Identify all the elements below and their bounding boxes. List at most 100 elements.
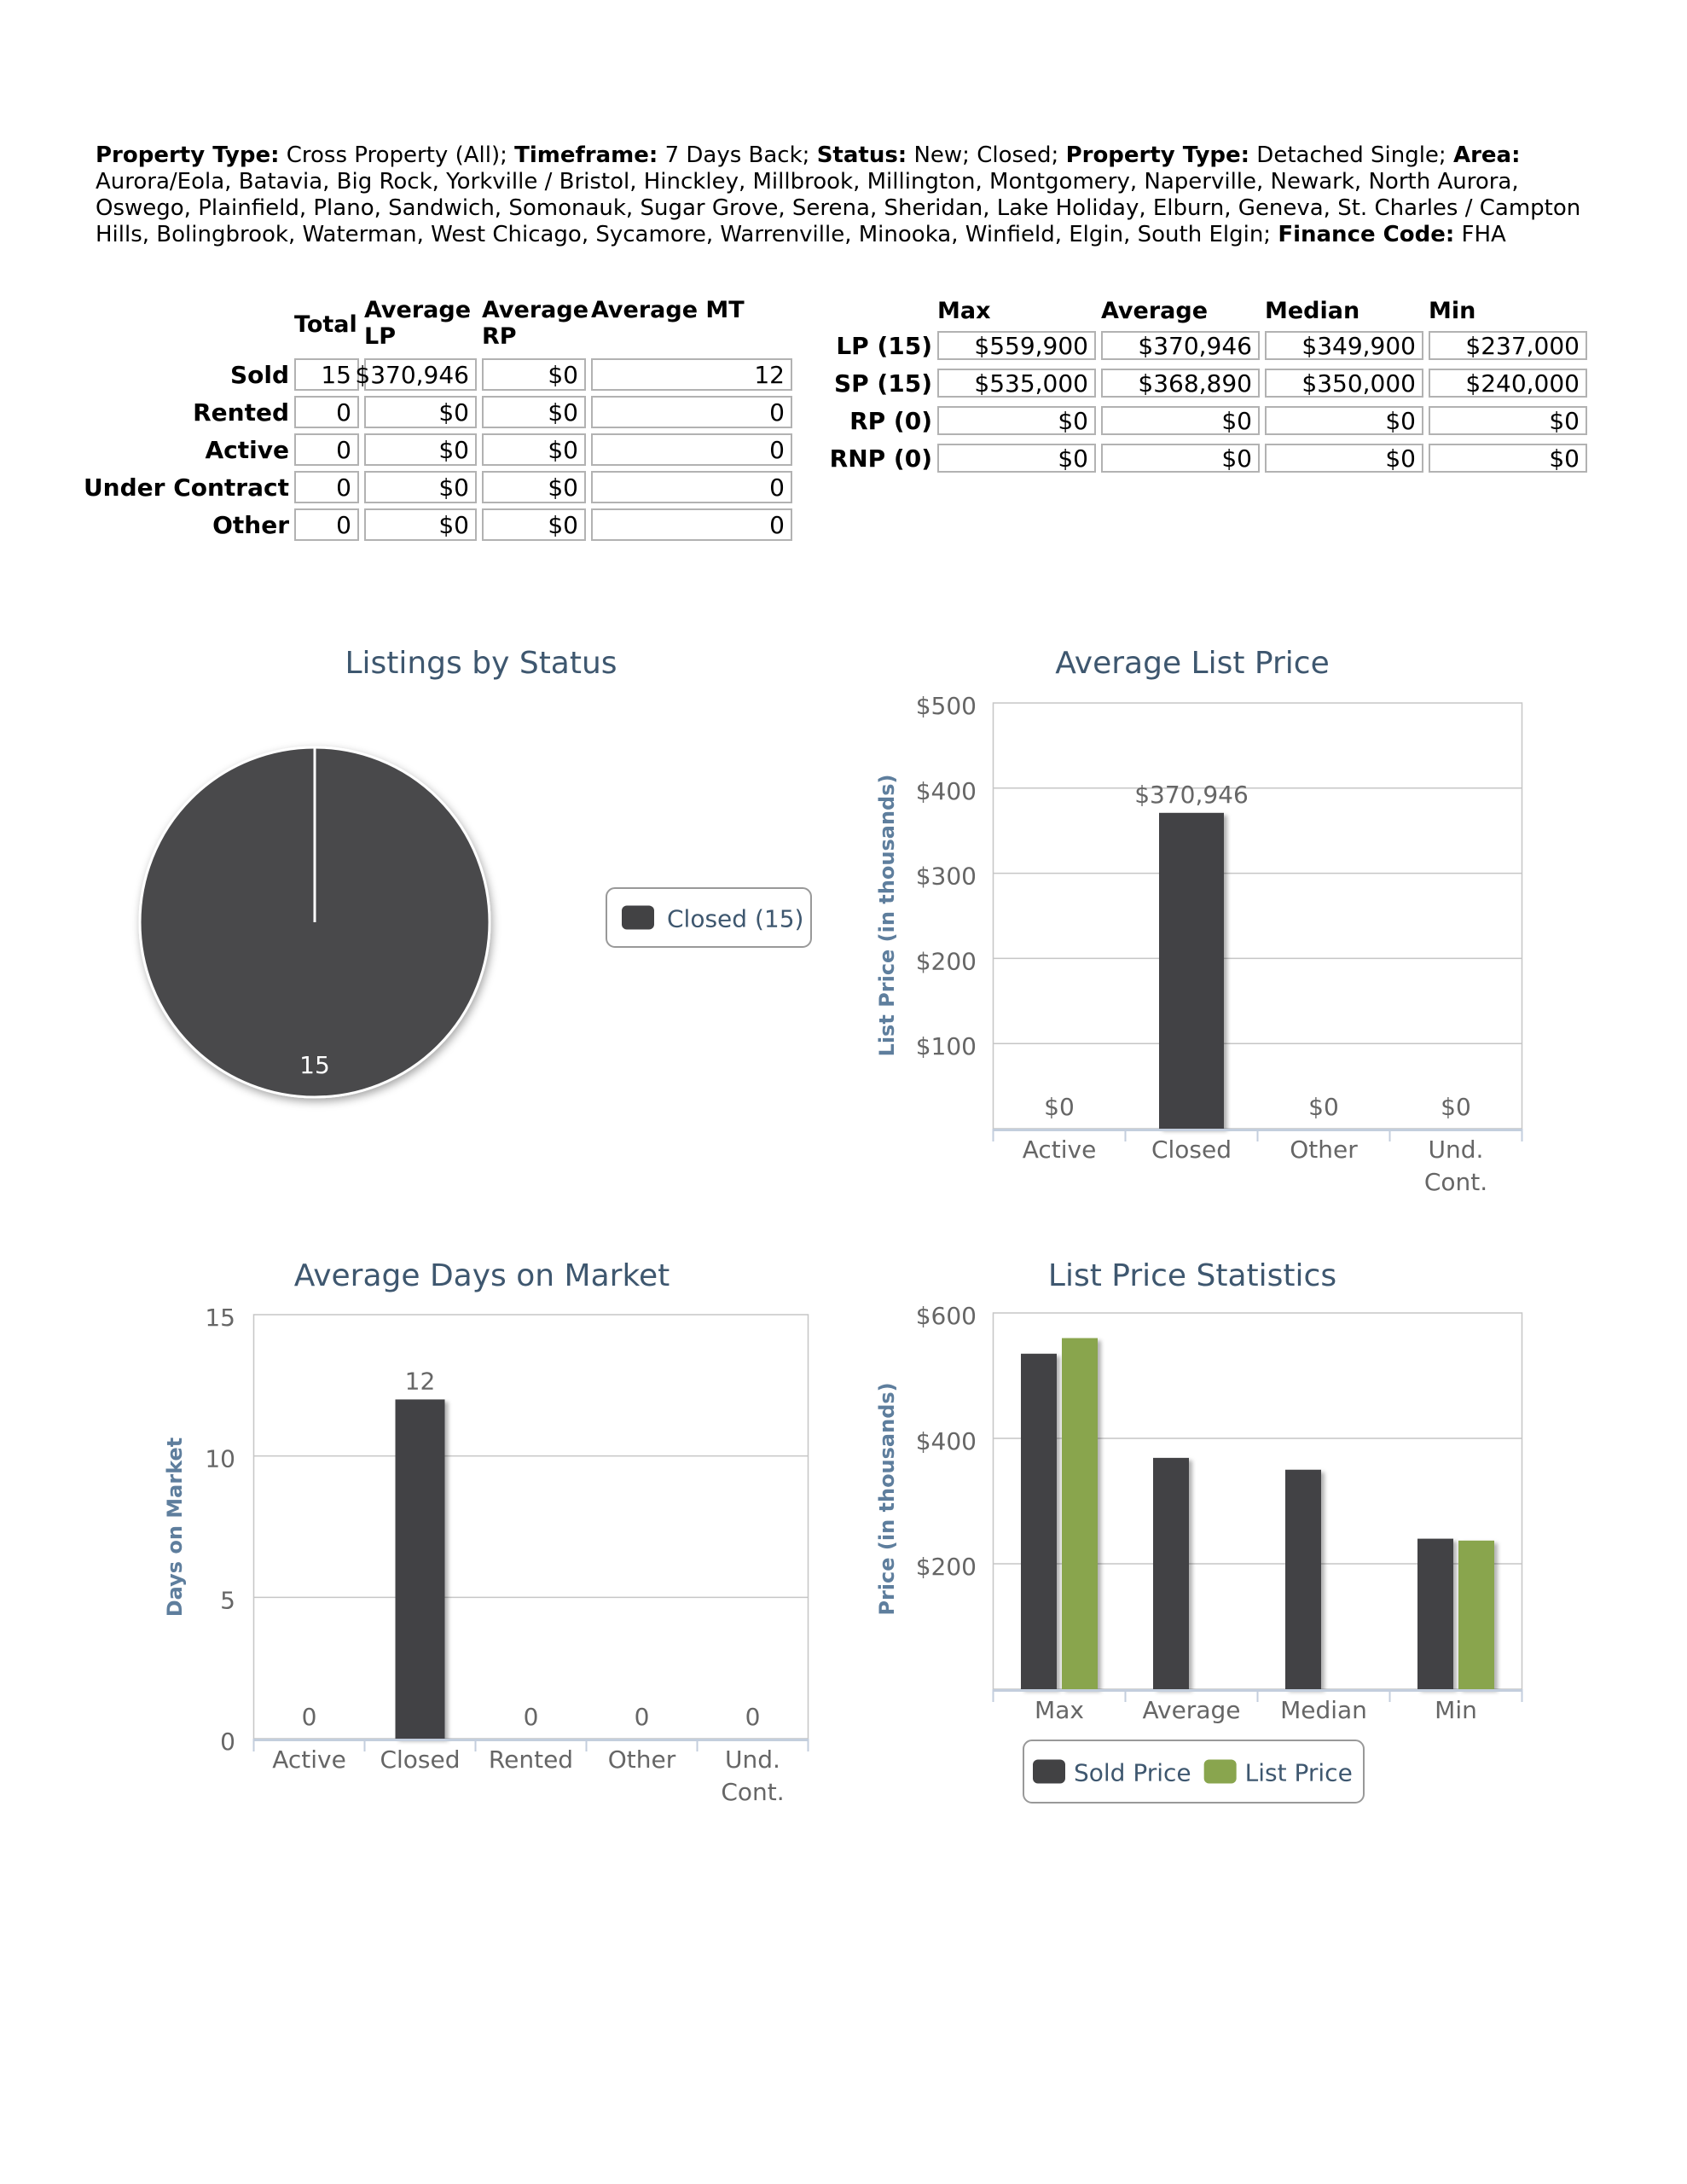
list-price-statistics-legend-swatch-0 bbox=[1033, 1759, 1065, 1784]
price-summary-header-row: Max Average Median Min bbox=[815, 297, 1592, 324]
list-price-statistics-legend-label-0: Sold Price bbox=[1074, 1759, 1191, 1787]
column-header-average-rp: Average RP bbox=[482, 297, 589, 350]
cell-other-avg-lp: $0 bbox=[364, 508, 477, 541]
cell-rented-total: 0 bbox=[294, 396, 359, 428]
cell-sold-avg-lp: $370,946 bbox=[355, 358, 477, 391]
list-price-statistics-y-tick-label: $600 bbox=[916, 1302, 977, 1330]
cell-under-contract-avg-mt: 0 bbox=[591, 471, 792, 503]
cell-rented-avg-rp: $0 bbox=[482, 396, 586, 428]
filter-label-area: Area: bbox=[1452, 142, 1521, 168]
list-price-statistics-bar-list-price-min bbox=[1458, 1540, 1494, 1689]
list-price-statistics-y-axis-title: Price (in thousands) bbox=[875, 1382, 899, 1615]
column-header-average: Average bbox=[1101, 298, 1209, 324]
cell-under-contract-avg-lp: $0 bbox=[364, 471, 477, 503]
list-price-statistics-bar-sold-price-median bbox=[1285, 1469, 1321, 1689]
cell-rnp-median: $0 bbox=[1265, 444, 1423, 473]
listings-by-status-title: Listings by Status bbox=[345, 646, 617, 681]
average-days-on-market-category-label: Rented bbox=[489, 1745, 573, 1774]
row-label: RP (0) bbox=[849, 406, 932, 435]
cell-lp-max: $559,900 bbox=[937, 331, 1096, 360]
row-label: Sold bbox=[229, 360, 289, 389]
listings-by-status-legend-swatch-0 bbox=[622, 905, 654, 930]
list-price-statistics-bar-sold-price-min bbox=[1417, 1538, 1453, 1689]
list-price-statistics-title: List Price Statistics bbox=[1048, 1258, 1336, 1293]
cell-under-contract-total: 0 bbox=[294, 471, 359, 503]
list-price-statistics-bar-list-price-max bbox=[1062, 1338, 1098, 1689]
table-row-rnp: RNP (0) $0 $0 $0 $0 bbox=[815, 444, 1592, 473]
cell-sold-avg-mt: 12 bbox=[591, 358, 792, 391]
filter-label-property-type: Property Type: bbox=[96, 142, 280, 168]
status-summary-header-row: Total Average LP Average RP Average MT bbox=[79, 297, 792, 351]
list-price-statistics-category-label: Average bbox=[1143, 1696, 1241, 1724]
cell-other-avg-mt: 0 bbox=[591, 508, 792, 541]
average-days-on-market-title: Average Days on Market bbox=[294, 1258, 670, 1293]
average-list-price-plot-border bbox=[992, 702, 1523, 1130]
cell-lp-median: $349,900 bbox=[1265, 331, 1423, 360]
average-list-price-bar-closed bbox=[1159, 812, 1224, 1129]
table-row-active: Active 0 $0 $0 0 bbox=[79, 433, 792, 466]
average-list-price-title: Average List Price bbox=[1055, 646, 1329, 681]
row-label: SP (15) bbox=[834, 369, 932, 398]
list-price-statistics-y-tick-label: $400 bbox=[916, 1427, 977, 1455]
list-price-statistics-legend-box bbox=[1023, 1740, 1365, 1804]
list-price-statistics-bar-sold-price-average bbox=[1153, 1457, 1189, 1689]
cell-sp-median: $350,000 bbox=[1265, 369, 1423, 398]
column-header-median: Median bbox=[1265, 298, 1360, 324]
table-row-other: Other 0 $0 $0 0 bbox=[79, 508, 792, 541]
average-days-on-market-value-label: 0 bbox=[745, 1703, 761, 1731]
average-days-on-market-value-label: 12 bbox=[405, 1367, 436, 1395]
cell-other-avg-rp: $0 bbox=[482, 508, 586, 541]
cell-lp-min: $237,000 bbox=[1429, 331, 1587, 360]
average-days-on-market-category-label: Und. Cont. bbox=[721, 1745, 784, 1806]
price-summary-table: Max Average Median Min LP (15) $559,900 … bbox=[815, 297, 1592, 481]
column-header-average-mt: Average MT bbox=[591, 297, 745, 323]
cell-rp-min: $0 bbox=[1429, 406, 1587, 435]
list-price-statistics-legend-swatch-1 bbox=[1203, 1759, 1237, 1784]
cell-active-avg-mt: 0 bbox=[591, 433, 792, 466]
average-days-on-market-y-axis-title: Days on Market bbox=[163, 1438, 187, 1618]
average-list-price-value-label: $0 bbox=[1044, 1093, 1075, 1121]
cell-rp-average: $0 bbox=[1101, 406, 1260, 435]
average-days-on-market-y-tick-label: 15 bbox=[205, 1304, 235, 1332]
row-label: Active bbox=[205, 435, 290, 464]
row-label: Under Contract bbox=[83, 473, 289, 502]
column-header-average-lp: Average LP bbox=[364, 297, 472, 350]
cell-active-avg-rp: $0 bbox=[482, 433, 586, 466]
average-list-price-category-label: Closed bbox=[1151, 1136, 1232, 1164]
filter-label-property-type-2: Property Type: bbox=[1065, 142, 1250, 168]
average-days-on-market-bar-closed bbox=[395, 1399, 445, 1739]
average-days-on-market-y-tick-label: 10 bbox=[205, 1445, 235, 1473]
list-price-statistics-category-label: Min bbox=[1435, 1696, 1477, 1724]
average-days-on-market-value-label: 0 bbox=[635, 1703, 650, 1731]
filter-summary: Property Type: Cross Property (All); Tim… bbox=[96, 142, 1597, 248]
cell-active-total: 0 bbox=[294, 433, 359, 466]
filter-value-status: New; Closed; bbox=[907, 142, 1066, 168]
cell-under-contract-avg-rp: $0 bbox=[482, 471, 586, 503]
average-days-on-market-category-label: Other bbox=[608, 1745, 676, 1774]
cell-rnp-min: $0 bbox=[1429, 444, 1587, 473]
average-days-on-market-y-tick-label: 5 bbox=[220, 1586, 235, 1614]
list-price-statistics-category-label: Max bbox=[1035, 1696, 1084, 1724]
average-list-price-value-label: $0 bbox=[1308, 1093, 1339, 1121]
row-label: LP (15) bbox=[836, 331, 932, 360]
list-price-statistics-bar-sold-price-max bbox=[1021, 1353, 1057, 1689]
table-row-sold: Sold 15 $370,946 $0 12 bbox=[79, 358, 792, 391]
cell-rnp-max: $0 bbox=[937, 444, 1096, 473]
average-list-price-y-tick-label: $200 bbox=[916, 947, 977, 975]
average-days-on-market-category-label: Closed bbox=[380, 1745, 460, 1774]
average-days-on-market-y-tick-label: 0 bbox=[220, 1728, 235, 1756]
table-row-rp: RP (0) $0 $0 $0 $0 bbox=[815, 406, 1592, 435]
average-list-price-value-label: $0 bbox=[1441, 1093, 1471, 1121]
listings-by-status-legend-box bbox=[606, 887, 812, 948]
filter-label-timeframe: Timeframe: bbox=[514, 142, 658, 168]
list-price-statistics-y-tick-label: $200 bbox=[916, 1553, 977, 1581]
cell-rp-max: $0 bbox=[937, 406, 1096, 435]
table-row-under-contract: Under Contract 0 $0 $0 0 bbox=[79, 471, 792, 503]
filter-label-status: Status: bbox=[816, 142, 907, 168]
table-row-lp: LP (15) $559,900 $370,946 $349,900 $237,… bbox=[815, 331, 1592, 360]
list-price-statistics-category-label: Median bbox=[1280, 1696, 1367, 1724]
filter-value-area: Aurora/Eola, Batavia, Big Rock, Yorkvill… bbox=[96, 142, 1588, 247]
filter-value-finance-code: FHA bbox=[1454, 222, 1506, 247]
